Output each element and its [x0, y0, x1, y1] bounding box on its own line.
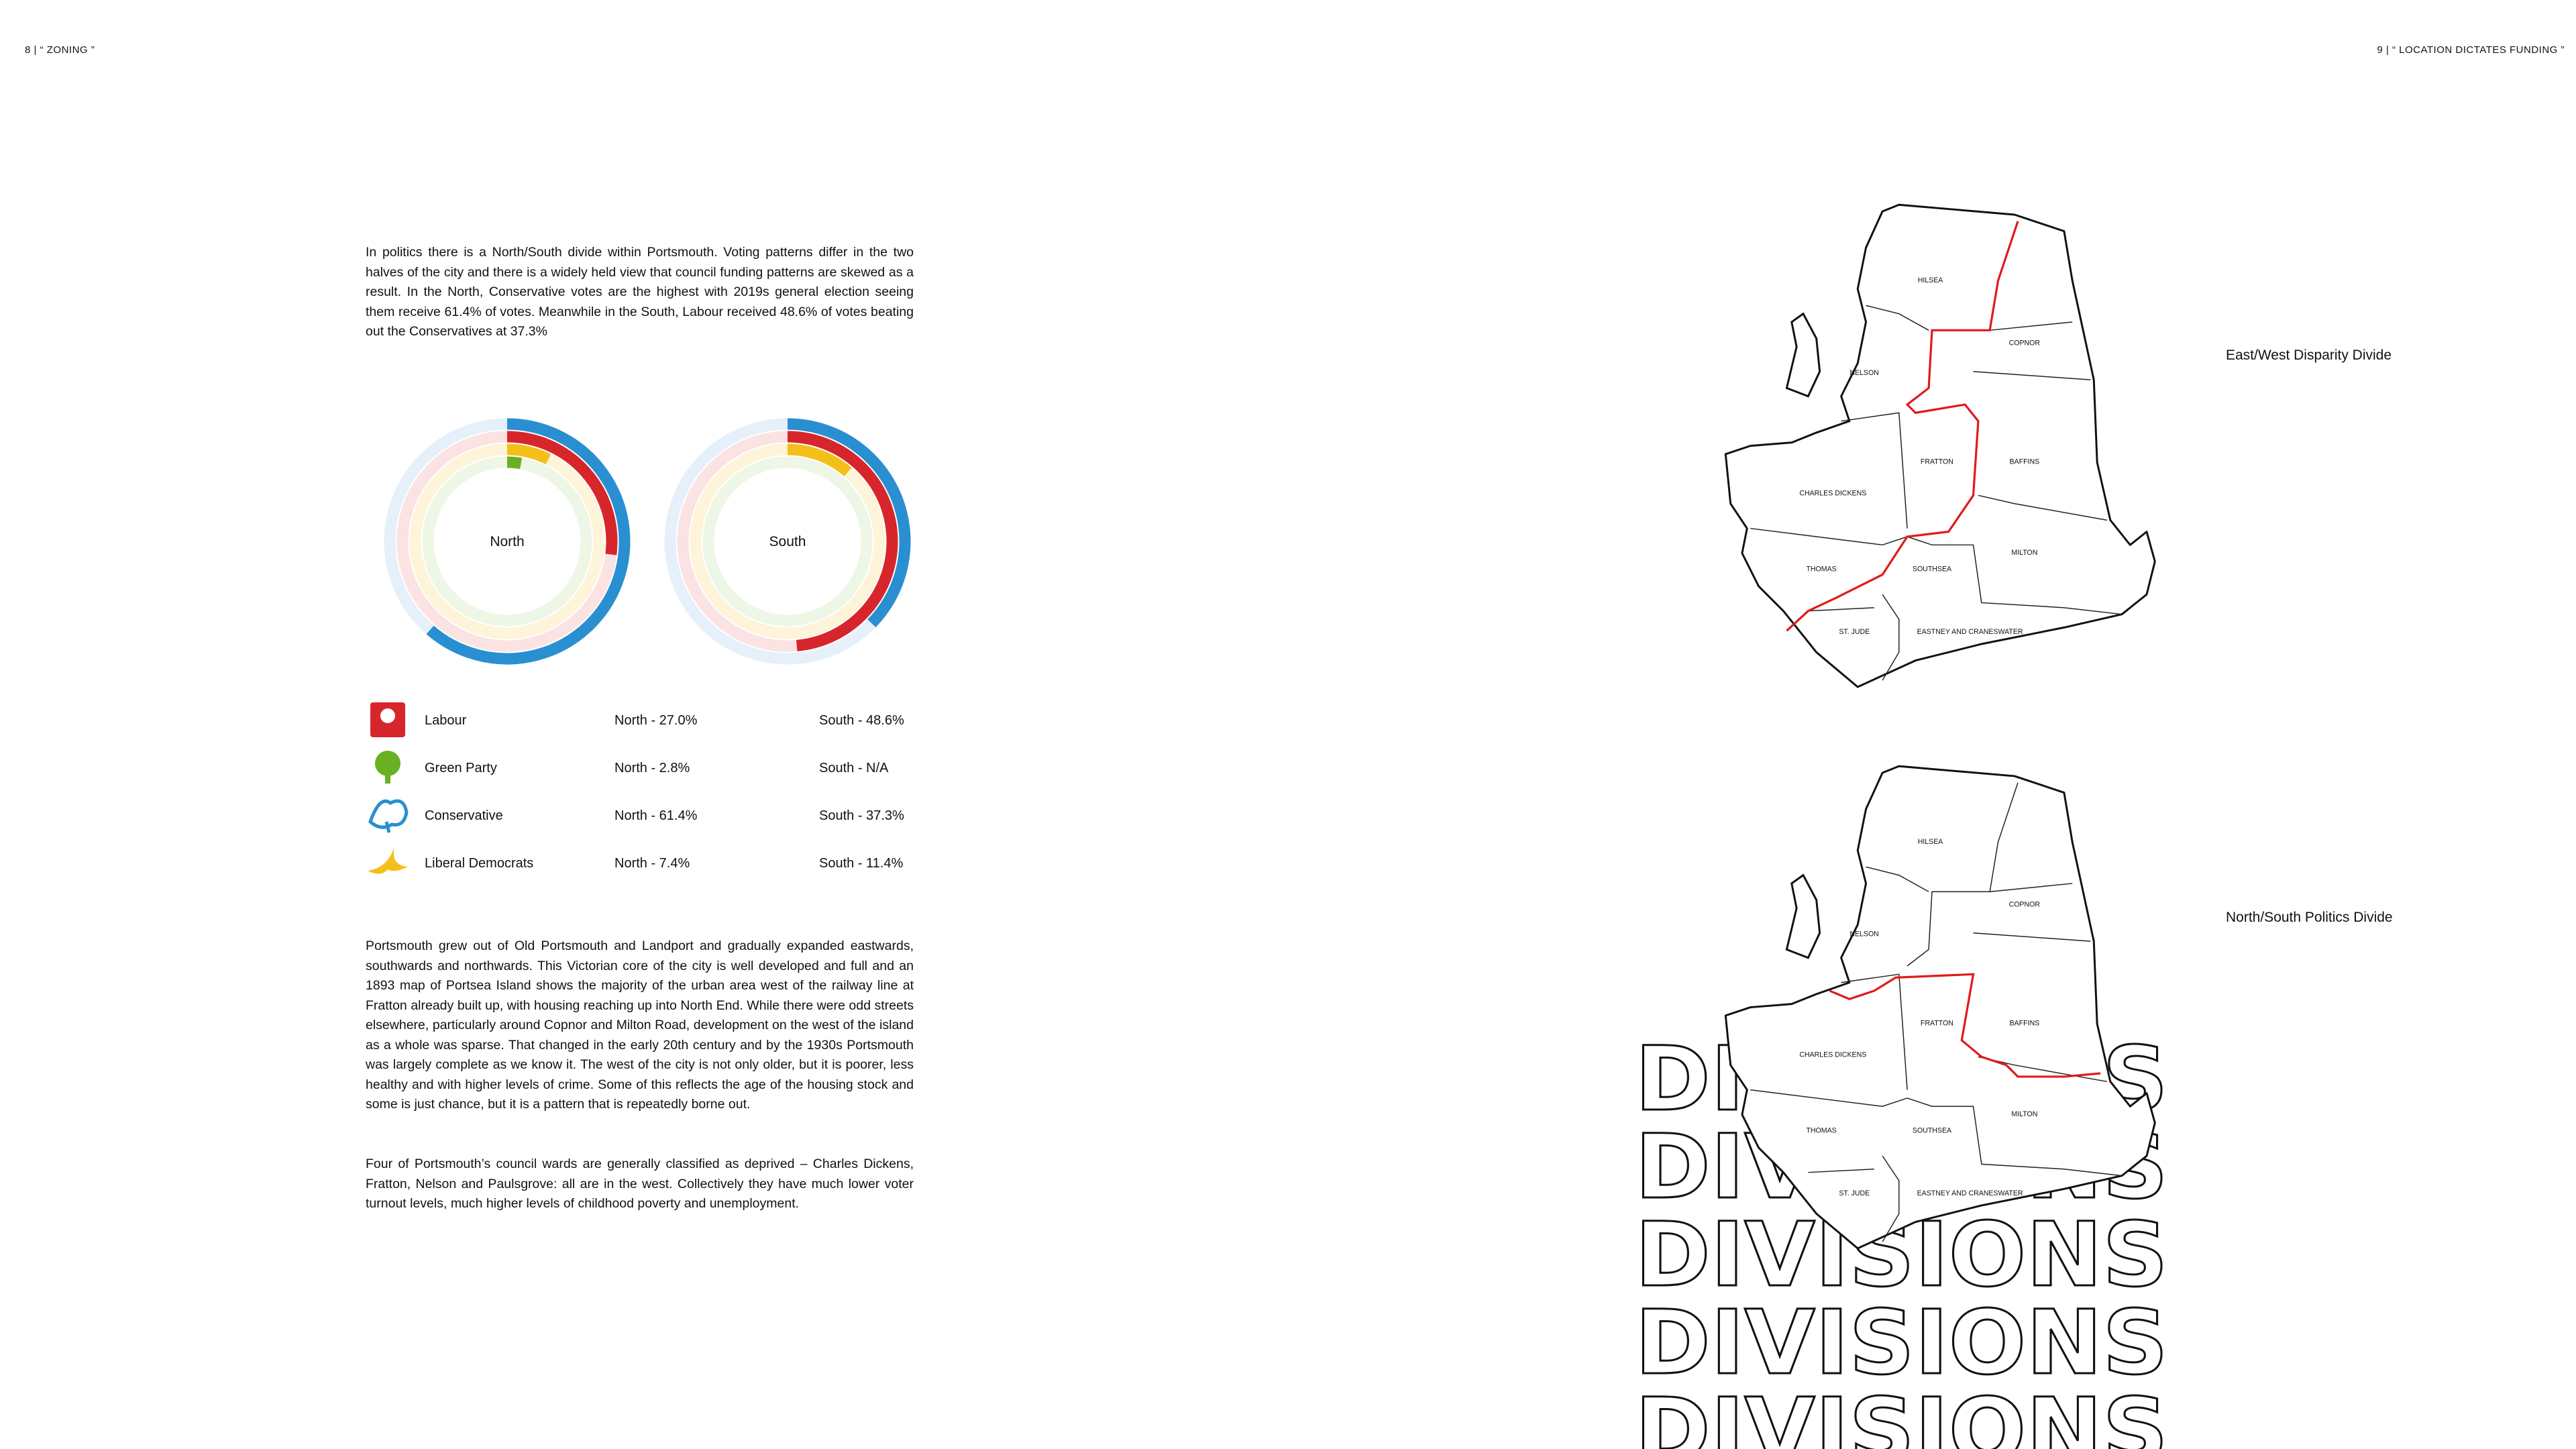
ward-boundary [1841, 973, 1908, 1090]
ring-arc [787, 418, 911, 628]
divisions-word: DIVISIONS [1635, 1379, 2168, 1449]
ward-boundary [1808, 1169, 1874, 1173]
ward-label: EASTNEY AND CRANESWATER [1917, 1189, 2023, 1197]
divisions-word: DIVISIONS [1635, 1291, 2168, 1395]
ward-label: HILSEA [1918, 838, 1944, 846]
map-caption: North/South Politics Divide [2226, 910, 2393, 925]
ward-label: ST. JUDE [1839, 1189, 1870, 1197]
ward-map: HILSEA COPNOR NELSON FRATTON BAFFINS CHARLES … [1724, 203, 2156, 688]
ward-boundary [1907, 536, 2123, 615]
ward-boundary [1866, 305, 1929, 331]
ward-label: FRATTON [1921, 458, 1953, 466]
party-icon [380, 708, 395, 723]
legend-value: North - 61.4% [614, 808, 698, 823]
ward-label: CHARLES DICKENS [1799, 1051, 1866, 1059]
ward-boundary [1866, 866, 1929, 892]
legend-name: Green Party [425, 761, 497, 775]
ward-boundary [1907, 1097, 2123, 1177]
ring-arc [787, 431, 898, 651]
ward-label: COPNOR [2009, 900, 2041, 908]
page-header-left: 8 | “ ZONING ” [25, 44, 95, 56]
legend-value: North - 27.0% [614, 713, 698, 728]
page-header-right: 9 | “ LOCATION DICTATES FUNDING ” [2377, 44, 2565, 56]
map-caption: East/West Disparity Divide [2226, 347, 2392, 363]
ring-arc [506, 456, 523, 470]
ward-boundary [1882, 1155, 1900, 1242]
radial-charts: North South [384, 418, 911, 665]
legend-value: South - 48.6% [819, 713, 904, 728]
ward-boundary [1841, 412, 1908, 529]
ward-label: BAFFINS [2010, 1020, 2040, 1028]
ward-boundary [1978, 494, 2108, 521]
intro-paragraph: In politics there is a North/South divid… [366, 245, 914, 339]
ward-label: SOUTHSEA [1913, 566, 1952, 574]
ward-label: MILTON [2011, 1110, 2037, 1118]
map-island [1785, 873, 1821, 959]
ward-label: COPNOR [2009, 339, 2041, 347]
ward-label: MILTON [2011, 549, 2037, 557]
ring-arc [506, 443, 551, 465]
legend-value: North - 7.4% [614, 856, 690, 871]
ward-boundary [1882, 594, 1900, 681]
map-outline [1724, 765, 2156, 1250]
legend-name: Labour [425, 713, 467, 728]
legend: Labour North - 27.0% South - 48.6% Green Pa… [368, 702, 904, 874]
ward-boundary [1750, 527, 1908, 546]
body-paragraph: Four of Portsmouth’s council wards are g… [366, 1157, 914, 1211]
ward-label: SOUTHSEA [1913, 1127, 1952, 1135]
ward-label: NELSON [1849, 369, 1879, 377]
map-outline [1724, 203, 2156, 688]
ward-label: NELSON [1849, 930, 1879, 938]
party-icon [375, 751, 400, 776]
ward-boundary [1973, 932, 2091, 942]
maps: HILSEA COPNOR NELSON FRATTON BAFFINS CHARLES … [1724, 203, 2156, 1250]
ward-label: BAFFINS [2010, 458, 2040, 466]
map-island [1785, 312, 1821, 398]
party-icon [368, 847, 408, 874]
ward-boundary [1990, 321, 2073, 331]
ring-track [702, 456, 873, 627]
legend-value: South - 11.4% [819, 856, 903, 871]
ward-label: FRATTON [1921, 1020, 1953, 1028]
ward-label: EASTNEY AND CRANESWATER [1917, 628, 2023, 636]
legend-value: South - N/A [819, 761, 889, 775]
legend-value: South - 37.3% [819, 808, 904, 823]
party-icon [368, 799, 409, 833]
ward-boundary [1750, 1089, 1908, 1107]
chart-center-label: South [769, 534, 806, 549]
legend-name: Liberal Democrats [425, 856, 533, 871]
legend-name: Conservative [425, 808, 503, 823]
ward-boundary [1990, 883, 2073, 892]
ward-label: THOMAS [1806, 1127, 1836, 1135]
chart-center-label: North [490, 534, 524, 549]
ring-arc [787, 443, 852, 477]
ward-label: CHARLES DICKENS [1799, 489, 1866, 497]
ward-boundary [1907, 782, 2019, 967]
divide-line [1829, 973, 2101, 1078]
legend-value: North - 2.8% [614, 761, 690, 775]
ring-arc [426, 418, 631, 665]
ward-label: ST. JUDE [1839, 628, 1870, 636]
ward-boundary [1973, 371, 2091, 380]
body-paragraph: Portsmouth grew out of Old Portsmouth an… [366, 938, 914, 1112]
ward-label: HILSEA [1918, 276, 1944, 284]
ward-label: THOMAS [1806, 566, 1836, 574]
ward-map: HILSEA COPNOR NELSON FRATTON BAFFINS CHARLES … [1724, 765, 2156, 1250]
ring-arc [506, 431, 618, 555]
party-icon [385, 773, 390, 784]
ward-boundary [1808, 607, 1874, 612]
divide-line [1786, 221, 2019, 632]
